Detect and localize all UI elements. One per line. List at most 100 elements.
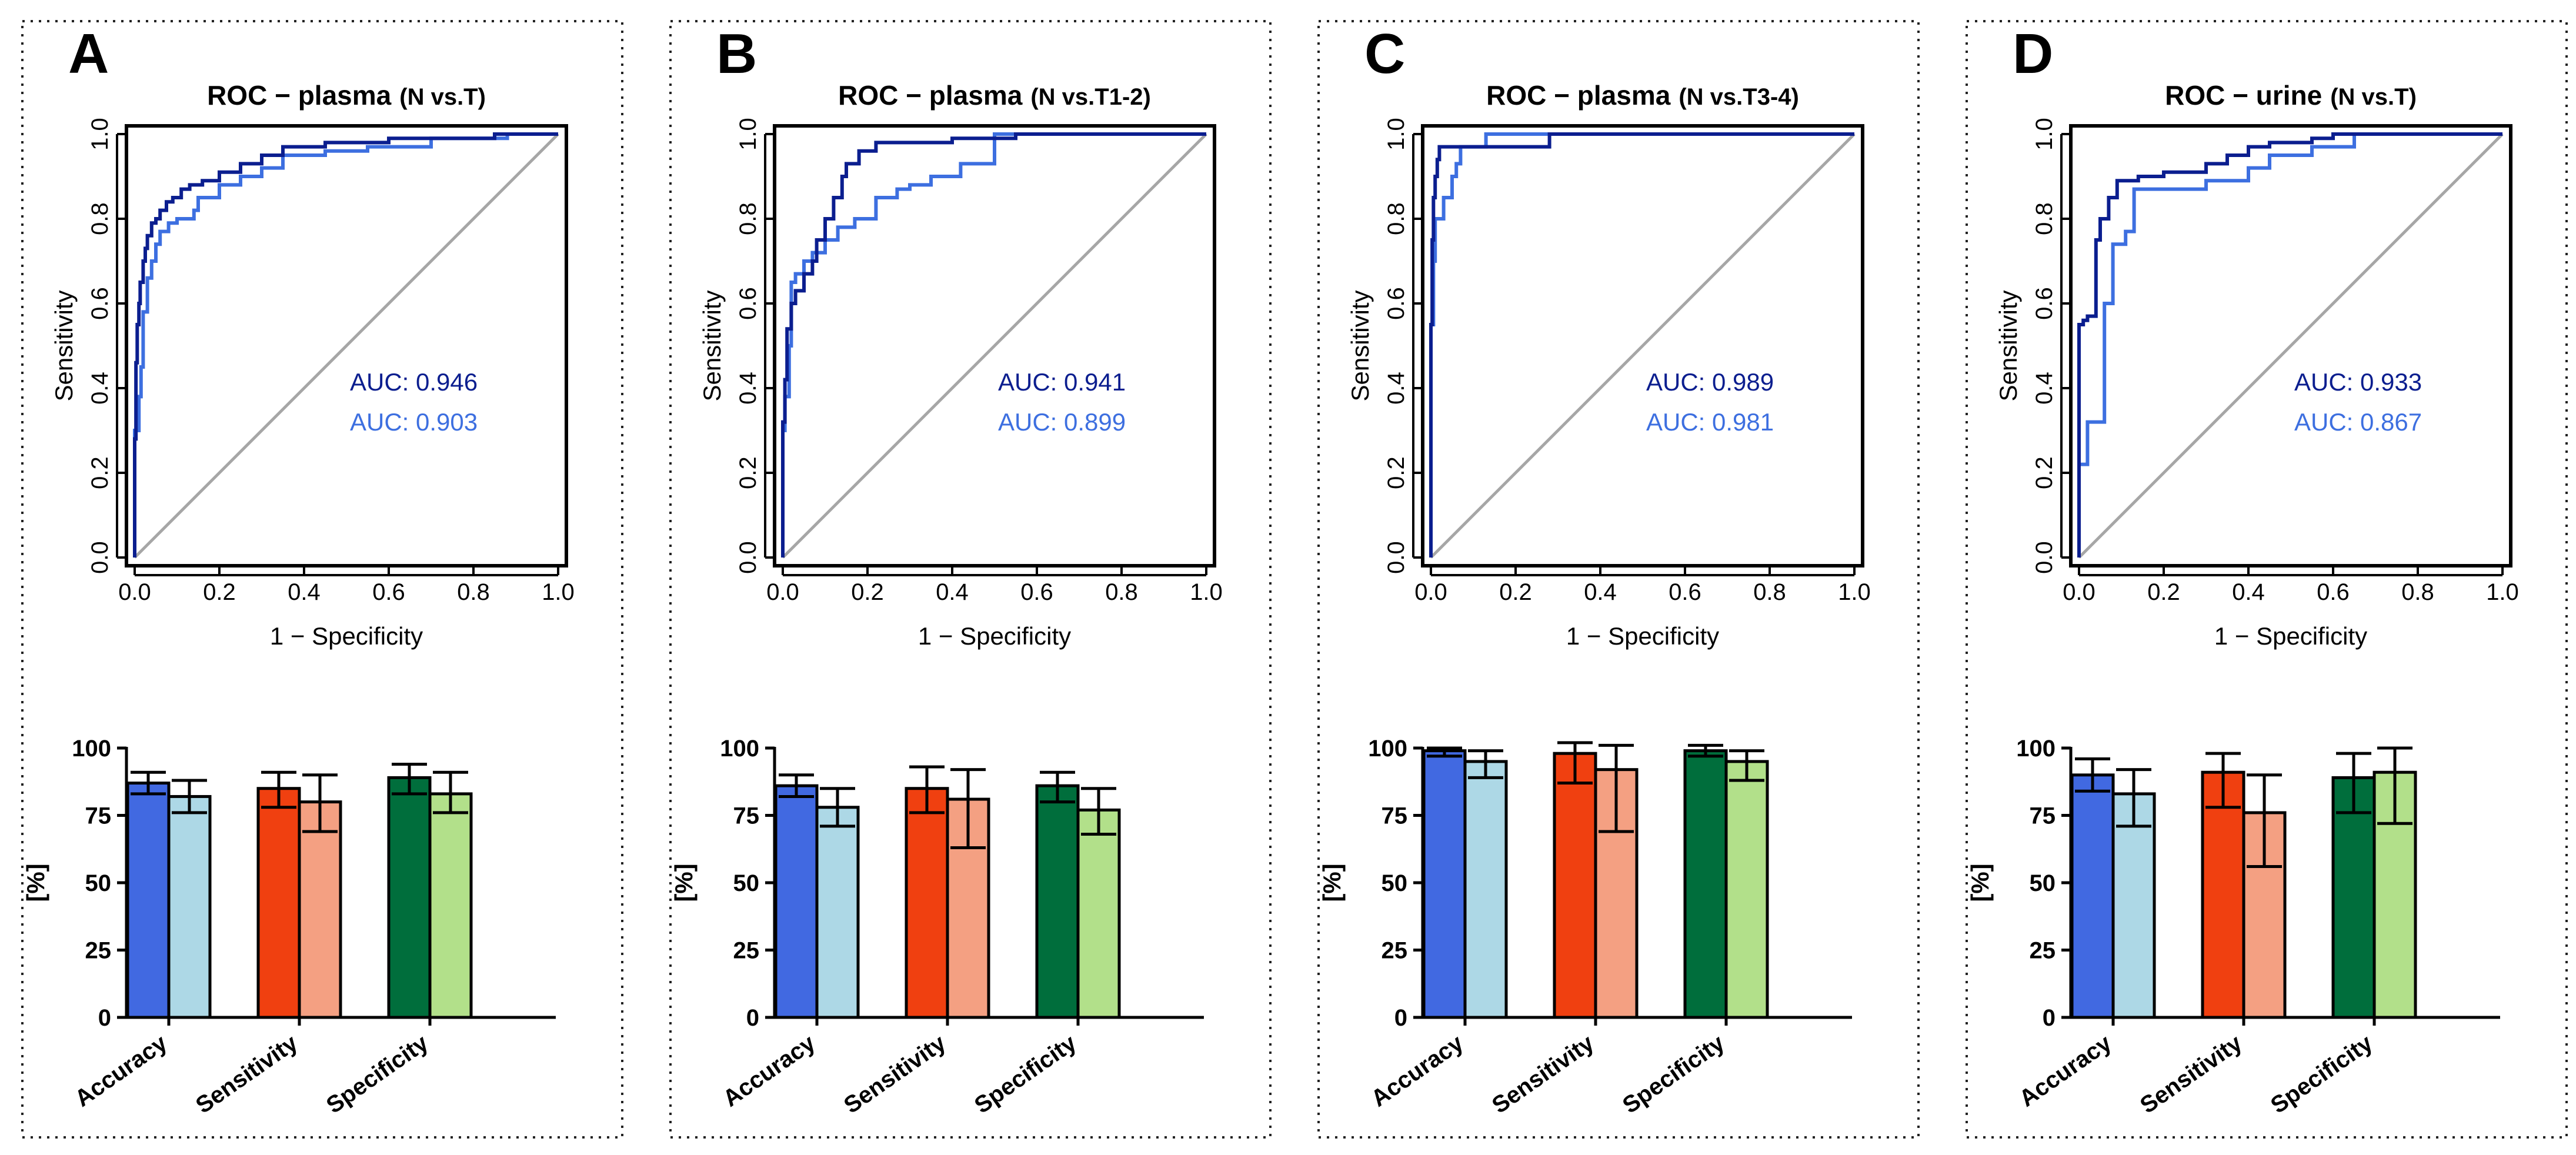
panel-a: A ROC − plasma (N vs.T) 0.0 0.2 0.4 0.6 0.8 1.0 0… (21, 20, 623, 1139)
roc-x-axis-label: 1 − Specificity (2214, 622, 2367, 650)
bar-category-label: Accuracy (70, 1030, 172, 1112)
bar-y-tick-label: 0 (2043, 1005, 2056, 1031)
panel-border (1317, 20, 1920, 1139)
bar-category-label: Specificity (970, 1030, 1082, 1119)
roc-y-tick-label: 0.2 (735, 456, 761, 489)
roc-y-tick-label: 1.0 (87, 118, 113, 151)
bar-y-tick-label: 100 (2016, 736, 2056, 762)
roc-x-tick-label: 1.0 (2486, 579, 2519, 605)
bar-y-tick-label: 50 (1382, 870, 1408, 896)
chart-title-main: ROC − urine (2165, 80, 2322, 111)
bar-category-label: Accuracy (1366, 1030, 1468, 1112)
roc-x-tick-label: 0.8 (2401, 579, 2434, 605)
roc-x-tick-label: 0.6 (372, 579, 405, 605)
roc-x-tick-label: 0.2 (1499, 579, 1532, 605)
bar-accuracy-light (1463, 760, 1508, 1019)
roc-curve-dark (133, 132, 558, 558)
bar-y-axis-label: [%] (670, 863, 698, 902)
roc-x-tick-label: 0.0 (118, 579, 151, 605)
roc-x-tick-label: 0.2 (2147, 579, 2180, 605)
bar-accuracy-dark (1422, 749, 1467, 1019)
auc-label-dark: AUC: 0.941 (998, 368, 1126, 396)
bar-accuracy-dark (774, 784, 819, 1019)
chart-title-sub: (N vs.T) (399, 84, 486, 110)
roc-x-tick-label: 1.0 (542, 579, 575, 605)
roc-x-tick-label: 0.4 (1584, 579, 1617, 605)
roc-x-tick-label: 0.4 (288, 579, 321, 605)
chart-title-main: ROC − plasma (207, 80, 392, 111)
roc-x-tick-label: 0.8 (1105, 579, 1138, 605)
roc-y-axis-label: Sensitivity (1994, 290, 2022, 401)
bar-accuracy-dark (126, 782, 171, 1019)
bar-y-tick-label: 50 (2030, 870, 2056, 896)
roc-x-tick-label: 0.0 (2063, 579, 2095, 605)
auc-label-light: AUC: 0.903 (350, 408, 478, 436)
bar-specificity-dark (2331, 776, 2376, 1019)
roc-y-tick-label: 0.4 (2031, 372, 2057, 405)
bar-y-tick-label: 75 (1382, 803, 1408, 829)
roc-x-tick-label: 0.4 (936, 579, 969, 605)
roc-y-tick-label: 0.6 (735, 287, 761, 320)
bar-category-label: Sensitivity (839, 1030, 951, 1119)
roc-x-axis-label: 1 − Specificity (270, 622, 423, 650)
roc-y-tick-label: 0.0 (735, 541, 761, 574)
panel-border (21, 20, 623, 1139)
chart-title-sub: (N vs.T) (2330, 84, 2417, 110)
chart-title-sub: (N vs.T3-4) (1679, 84, 1799, 110)
roc-y-tick-label: 0.2 (2031, 456, 2057, 489)
bar-specificity-light (1724, 760, 1769, 1019)
panel-border (669, 20, 1272, 1139)
panel-border (1966, 20, 2568, 1139)
roc-y-tick-label: 0.8 (2031, 202, 2057, 235)
bar-category-label: Accuracy (2014, 1030, 2116, 1112)
bar-y-axis-label: [%] (22, 863, 49, 902)
roc-x-tick-label: 0.6 (2317, 579, 2350, 605)
bar-category-label: Sensitivity (1487, 1030, 1599, 1119)
chart-title-main: ROC − plasma (838, 80, 1023, 111)
roc-curve-light (781, 132, 1206, 558)
roc-y-axis-label: Sensitivity (1346, 290, 1374, 401)
bar-y-axis-label: [%] (1966, 863, 1994, 902)
bar-y-tick-label: 100 (720, 736, 759, 762)
roc-x-tick-label: 0.2 (851, 579, 884, 605)
roc-y-tick-label: 0.0 (87, 541, 113, 574)
bar-accuracy-light (167, 795, 212, 1019)
bar-category-label: Specificity (2266, 1030, 2378, 1119)
roc-curve-dark (781, 132, 1206, 558)
auc-label-light: AUC: 0.981 (1646, 408, 1774, 436)
bar-y-tick-label: 75 (2030, 803, 2056, 829)
roc-y-tick-label: 0.4 (1383, 372, 1409, 405)
bar-category-label: Sensitivity (191, 1030, 303, 1119)
bar-y-tick-label: 75 (733, 803, 760, 829)
auc-label-dark: AUC: 0.946 (350, 368, 478, 396)
roc-y-tick-label: 0.0 (1383, 541, 1409, 574)
panel-b: B ROC − plasma (N vs.T1-2) 0.0 0.2 0.4 0.6 0.8 1… (669, 20, 1272, 1139)
roc-y-tick-label: 0.0 (2031, 541, 2057, 574)
roc-y-tick-label: 0.6 (87, 287, 113, 320)
bar-category-label: Specificity (322, 1030, 433, 1119)
bar-y-tick-label: 50 (85, 870, 112, 896)
bar-accuracy-light (815, 806, 860, 1019)
bar-y-tick-label: 25 (2030, 938, 2056, 964)
roc-y-axis-label: Sensitivity (50, 290, 78, 401)
roc-y-tick-label: 0.4 (87, 372, 113, 405)
roc-y-tick-label: 0.8 (735, 202, 761, 235)
bar-sensitivity-light (298, 800, 342, 1019)
roc-y-tick-label: 0.8 (1383, 202, 1409, 235)
roc-y-tick-label: 0.6 (2031, 287, 2057, 320)
auc-label-light: AUC: 0.867 (2294, 408, 2422, 436)
chart-title: ROC − plasma (N vs.T3-4) (1486, 80, 1799, 111)
roc-x-axis-label: 1 − Specificity (918, 622, 1071, 650)
roc-y-tick-label: 0.8 (87, 202, 113, 235)
bar-specificity-light (1076, 808, 1121, 1019)
roc-x-tick-label: 0.6 (1669, 579, 1701, 605)
roc-curve-light (133, 132, 558, 558)
roc-x-tick-label: 0.0 (1414, 579, 1447, 605)
roc-x-tick-label: 1.0 (1190, 579, 1223, 605)
roc-y-tick-label: 0.2 (87, 456, 113, 489)
chart-title-main: ROC − plasma (1486, 80, 1671, 111)
bar-y-tick-label: 50 (733, 870, 760, 896)
bar-accuracy-light (2111, 792, 2156, 1019)
bar-specificity-dark (387, 776, 432, 1019)
